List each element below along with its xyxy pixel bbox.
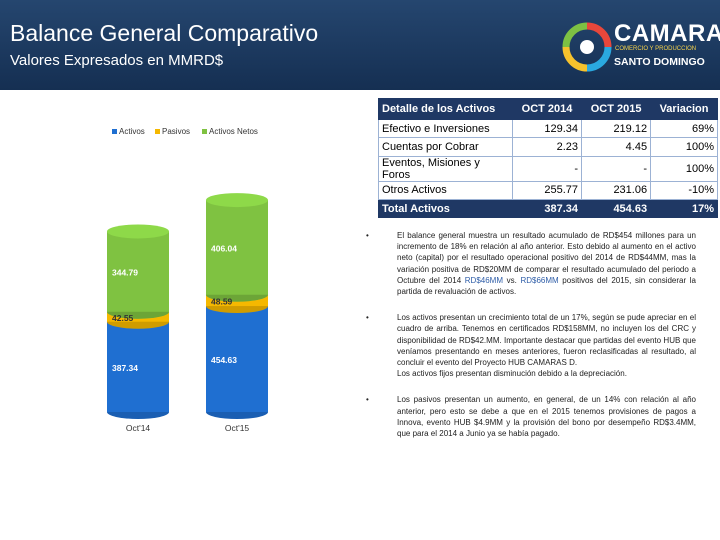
bullet-text: El balance general muestra un resultado … xyxy=(397,231,696,285)
value-label: 344.79 xyxy=(112,268,138,278)
highlight-2015: RD$66MM xyxy=(520,275,559,285)
bullet-pasivos: • Los pasivos presentan un aumento, en g… xyxy=(366,394,696,439)
header-oct-2014: OCT 2014 xyxy=(511,98,583,120)
logo-city: SANTO DOMINGO xyxy=(614,56,705,68)
chart-legend: Activos Pasivos Activos Netos xyxy=(112,127,258,136)
table-header-row: Detalle de los Activos OCT 2014 OCT 2015… xyxy=(378,98,718,120)
row-oct-2014: - xyxy=(511,155,583,182)
table-row: Eventos, Misiones y Foros - - 100% xyxy=(378,155,718,182)
row-oct-2015: 231.06 xyxy=(581,180,652,200)
camara-logo: CAMARA COMERCIO Y PRODUCCION SANTO DOMIN… xyxy=(562,20,720,76)
row-oct-2014: 2.23 xyxy=(511,137,583,157)
table-row: Efectivo e Inversiones 129.34 219.12 69% xyxy=(378,118,718,139)
legend-swatch-1 xyxy=(155,129,160,134)
page-title: Balance General Comparativo xyxy=(10,20,319,46)
header-detalle: Detalle de los Activos xyxy=(378,98,513,120)
table-row: Otros Activos 255.77 231.06 -10% xyxy=(378,180,718,200)
bullet-balance: • El balance general muestra un resultad… xyxy=(366,230,696,297)
camara-logo-icon xyxy=(562,22,612,72)
header-bar: Balance General Comparativo Valores Expr… xyxy=(0,0,720,90)
legend-swatch-0 xyxy=(112,129,117,134)
legend-label-1: Pasivos xyxy=(162,127,190,136)
total-oct-2015: 454.63 xyxy=(581,198,652,219)
row-oct-2015: - xyxy=(581,155,652,182)
value-label: 48.59 xyxy=(211,296,233,306)
row-oct-2014: 255.77 xyxy=(511,180,583,200)
bullet-mark: • xyxy=(366,313,369,323)
header-variacion: Variacion xyxy=(650,98,718,120)
row-label: Otros Activos xyxy=(378,180,513,200)
value-label: 42.55 xyxy=(112,313,134,323)
category-label: Oct'15 xyxy=(225,423,250,433)
bullet-activos: • Los activos presentan un crecimiento t… xyxy=(366,312,696,379)
bar-segment-top xyxy=(107,224,169,239)
assets-detail-table: Detalle de los Activos OCT 2014 OCT 2015… xyxy=(378,98,718,219)
row-label: Eventos, Misiones y Foros xyxy=(378,155,513,182)
table-total-row: Total Activos 387.34 454.63 17% xyxy=(378,198,718,219)
total-variacion: 17% xyxy=(650,198,718,219)
category-label: Oct'14 xyxy=(126,423,151,433)
row-variacion: 69% xyxy=(650,118,718,139)
bullet-text: Los activos presentan un crecimiento tot… xyxy=(397,313,696,368)
bullet-mark: • xyxy=(366,395,369,405)
bullet-text-vs: vs. xyxy=(503,275,521,285)
highlight-2014: RD$46MM xyxy=(464,275,503,285)
bullet-text-fixed-assets: Los activos fijos presentan disminución … xyxy=(397,369,627,379)
row-variacion: 100% xyxy=(650,155,718,182)
bar-segment-top xyxy=(206,193,268,208)
bar-segment-face xyxy=(107,231,169,312)
table-row: Cuentas por Cobrar 2.23 4.45 100% xyxy=(378,137,718,157)
header-oct-2015: OCT 2015 xyxy=(581,98,652,120)
value-label: 387.34 xyxy=(112,363,138,373)
row-oct-2014: 129.34 xyxy=(511,118,583,139)
legend-swatch-2 xyxy=(202,129,207,134)
legend-label-0: Activos xyxy=(119,127,145,136)
bullet-text: Los pasivos presentan un aumento, en gen… xyxy=(397,395,696,439)
row-variacion: 100% xyxy=(650,137,718,157)
row-oct-2015: 4.45 xyxy=(581,137,652,157)
legend-label-2: Activos Netos xyxy=(209,127,258,136)
bar-segment-face xyxy=(206,306,268,412)
bullet-text-end: positivos del 2015, sin considerar la pa… xyxy=(397,275,696,297)
logo-tagline: COMERCIO Y PRODUCCION xyxy=(615,46,697,52)
row-label: Cuentas por Cobrar xyxy=(378,137,513,157)
logo-name: CAMARA xyxy=(614,20,720,47)
value-label: 406.04 xyxy=(211,243,237,253)
total-label: Total Activos xyxy=(378,198,513,219)
row-variacion: -10% xyxy=(650,180,718,200)
bar-segment-face xyxy=(206,200,268,295)
bar-segment-face xyxy=(107,321,169,412)
page-subtitle: Valores Expresados en MMRD$ xyxy=(10,52,224,69)
value-label: 454.63 xyxy=(211,355,237,365)
chart-bars xyxy=(107,193,268,419)
stacked-bar-chart: Activos Pasivos Activos Netos 387.3442.553… xyxy=(107,127,268,433)
total-oct-2014: 387.34 xyxy=(511,198,583,219)
bullet-mark: • xyxy=(366,231,369,240)
row-label: Efectivo e Inversiones xyxy=(378,118,513,139)
chart-labels: 387.34 42.55 344.79 Oct'14 454.63 48.59 406.04… xyxy=(112,243,249,433)
row-oct-2015: 219.12 xyxy=(581,118,652,139)
analysis-bullets: • El balance general muestra un resultad… xyxy=(366,230,696,454)
